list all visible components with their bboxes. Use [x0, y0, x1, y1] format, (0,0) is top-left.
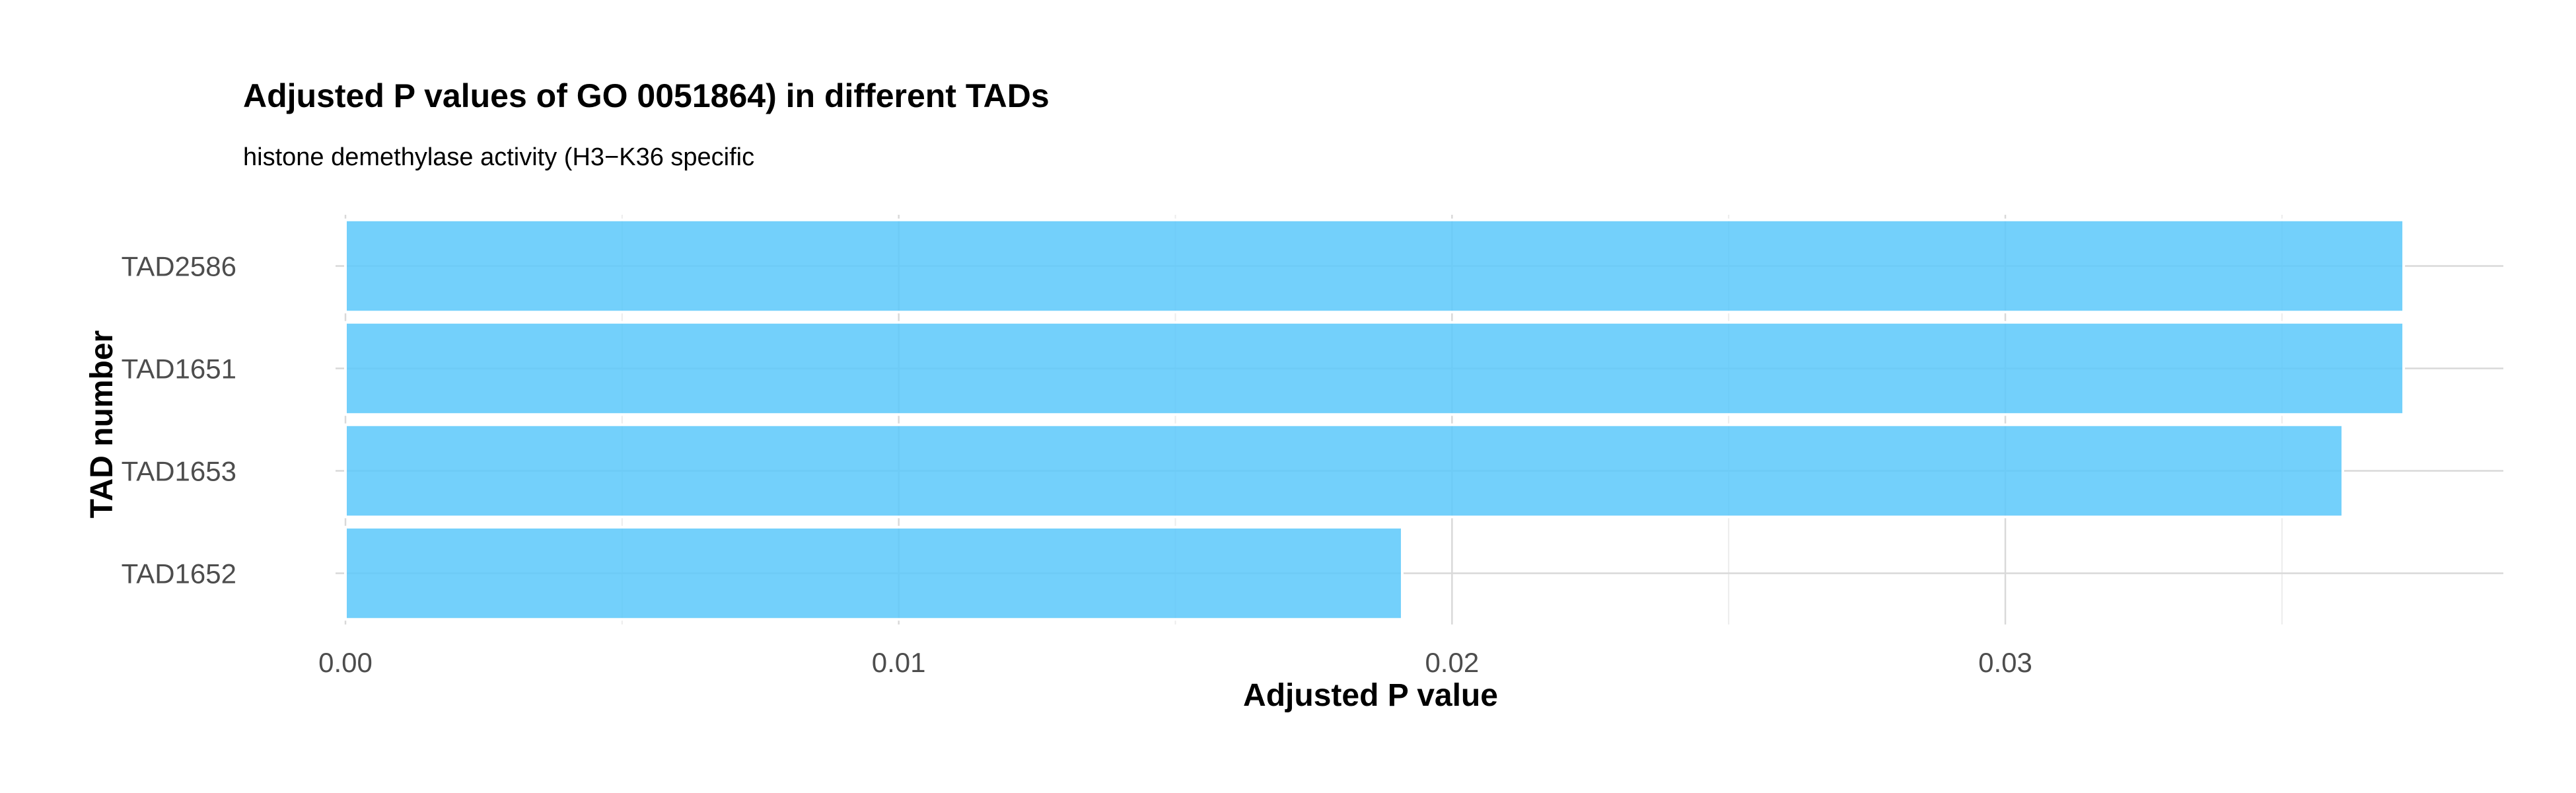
bar-tad2586 — [344, 218, 2406, 314]
y-tick-label: TAD1652 — [122, 558, 236, 589]
y-tick-label: TAD2586 — [122, 251, 236, 282]
chart-title: Adjusted P values of GO 0051864) in diff… — [243, 77, 1050, 114]
x-tick-label: 0.03 — [1978, 647, 2032, 678]
chart-subtitle: histone demethylase activity (H3−K36 spe… — [243, 143, 754, 171]
y-axis-title: TAD number — [85, 330, 120, 518]
y-tick-label: TAD1651 — [122, 354, 236, 385]
bar-tad1652 — [344, 525, 1404, 621]
x-tick-label: 0.02 — [1425, 647, 1479, 678]
bars-layer — [344, 218, 2406, 621]
x-tick-label: 0.00 — [318, 647, 373, 678]
y-tick-label: TAD1653 — [122, 456, 236, 487]
x-tick-label: 0.01 — [872, 647, 926, 678]
bar-tad1653 — [344, 423, 2344, 519]
bar-tad1651 — [344, 321, 2406, 416]
labels-layer: Adjusted P values of GO 0051864) in diff… — [85, 77, 2032, 713]
x-axis-title: Adjusted P value — [1243, 678, 1498, 713]
